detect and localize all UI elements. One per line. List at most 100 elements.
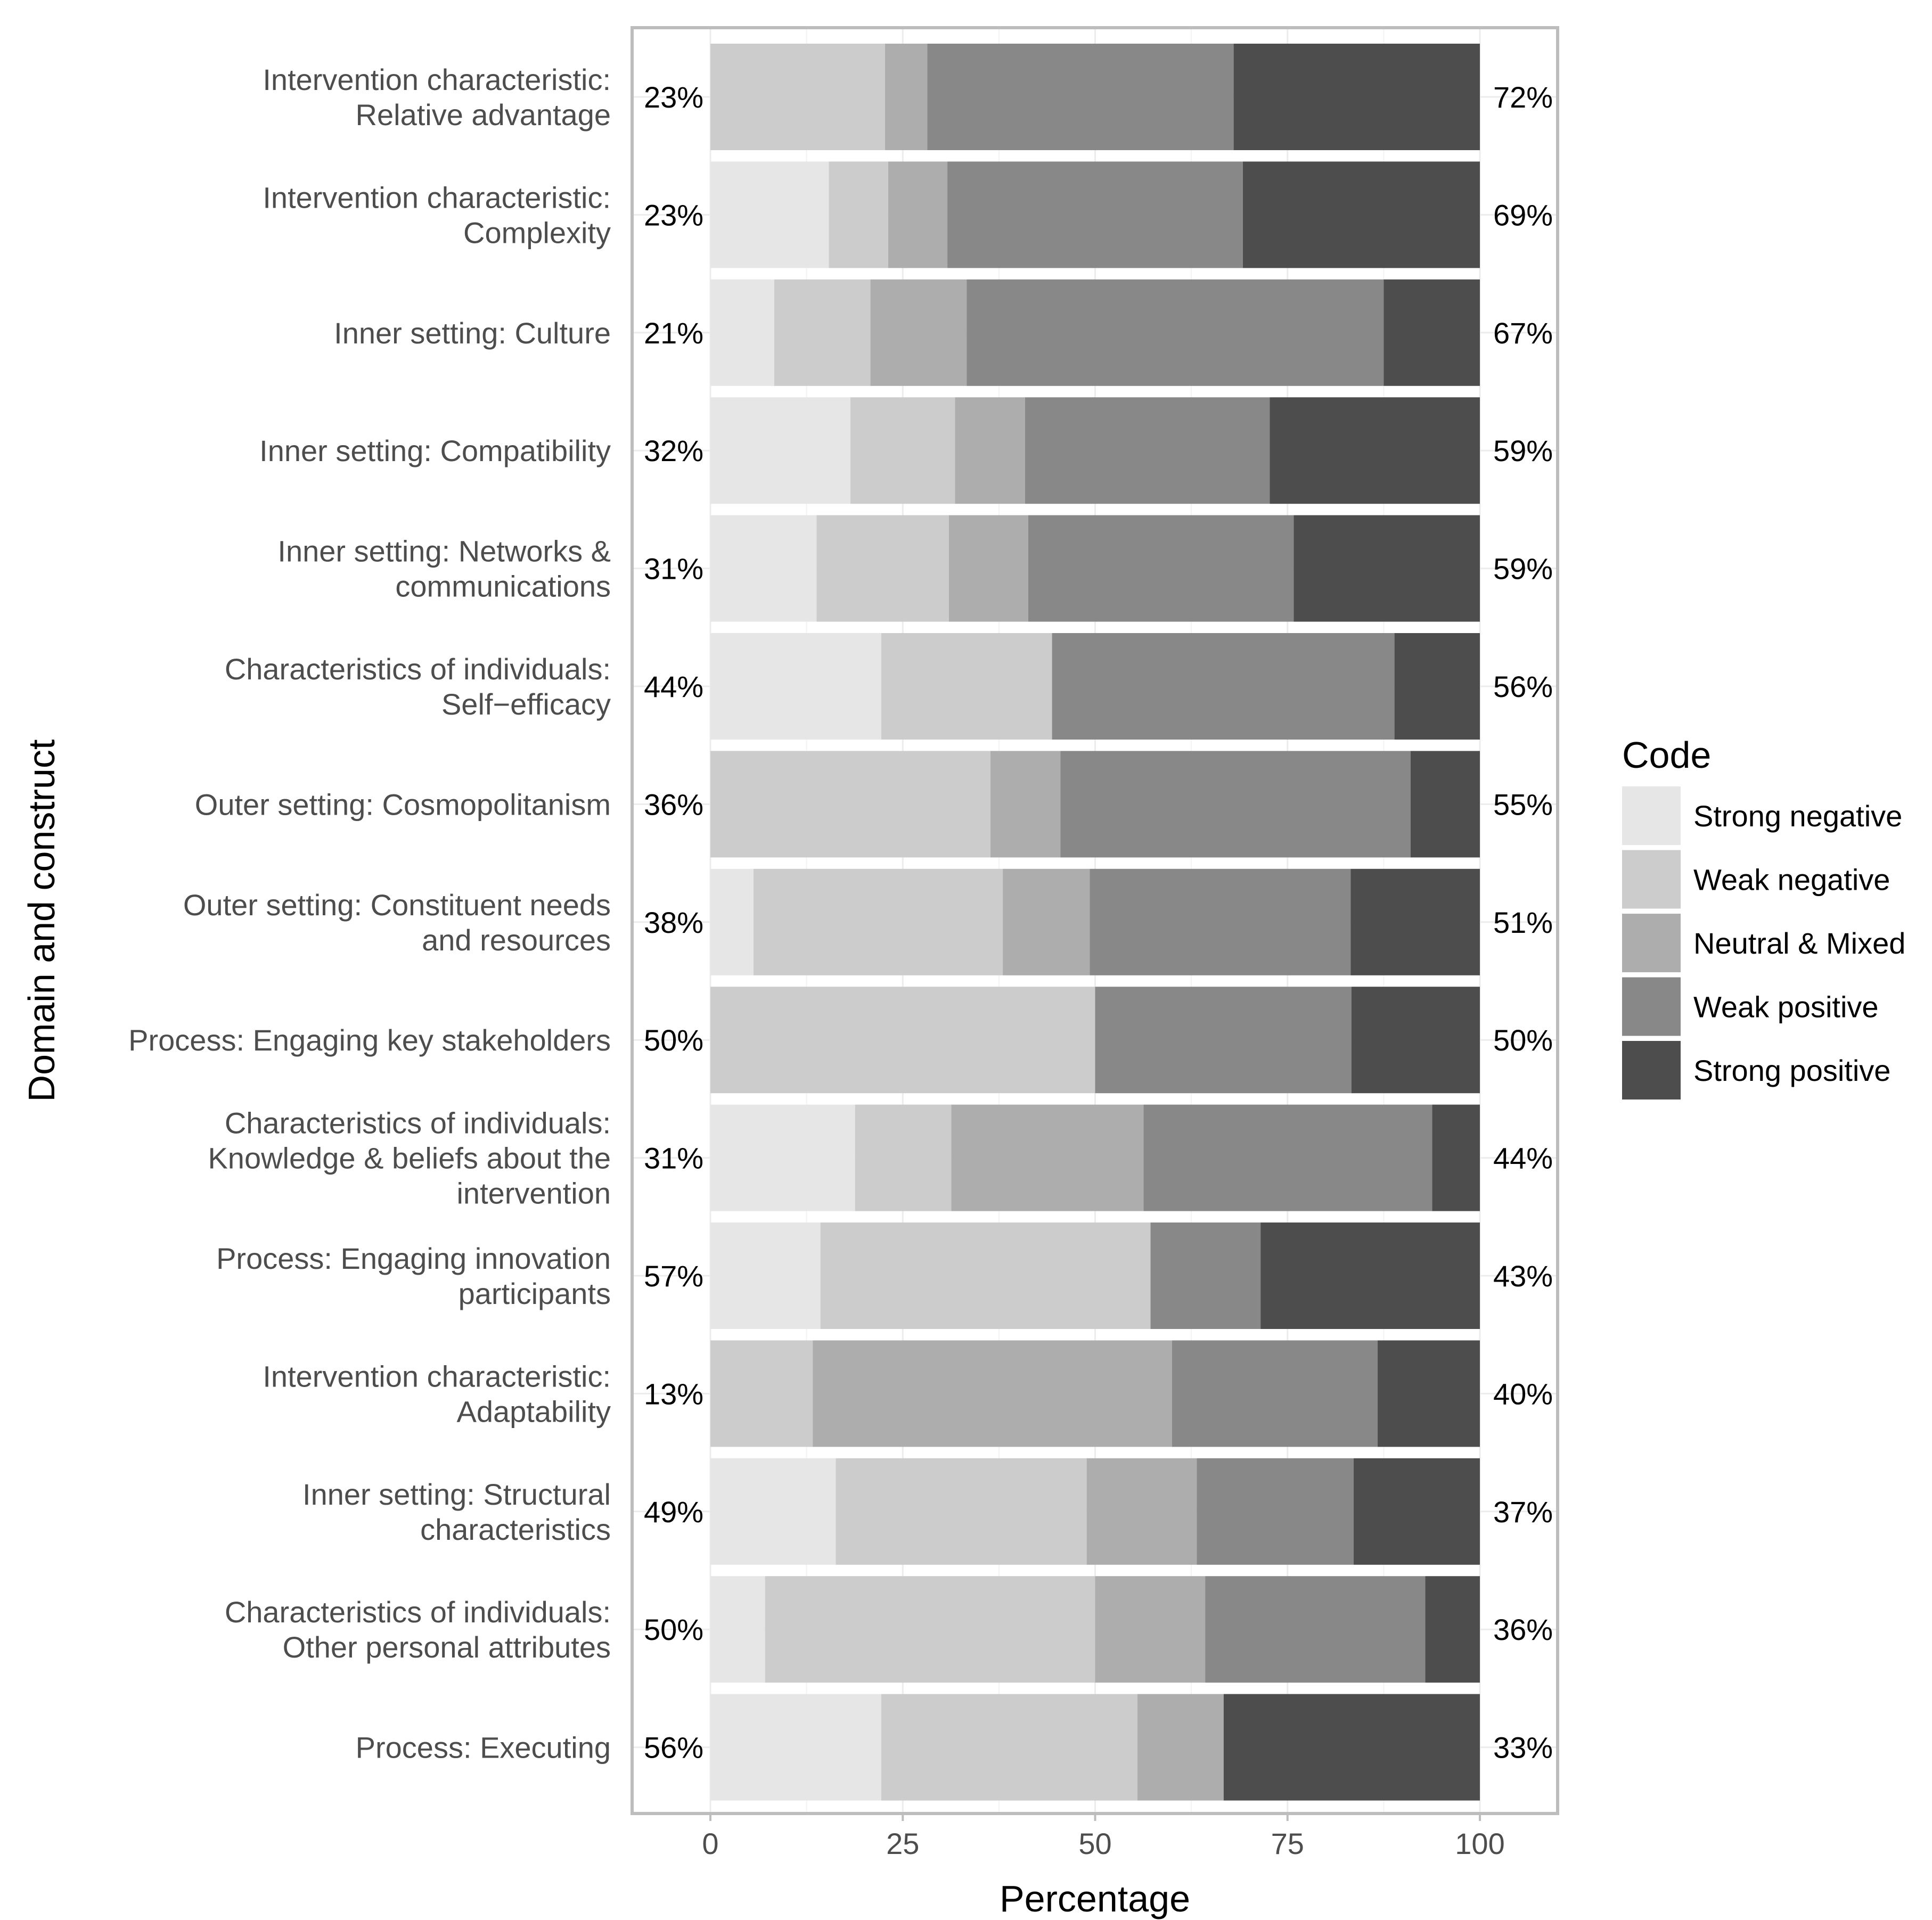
bar-segment-weak-positive bbox=[1025, 397, 1270, 504]
positive-percent-label: 36% bbox=[1493, 1613, 1553, 1646]
bar-segment-strong-positive bbox=[1377, 1340, 1480, 1447]
bar-segment-weak-negative bbox=[820, 1222, 1151, 1329]
negative-percent-label: 50% bbox=[644, 1613, 703, 1646]
bar-segment-weak-negative bbox=[816, 515, 949, 622]
bar-segment-strong-negative bbox=[710, 161, 829, 268]
bar-segment-neutral-mixed bbox=[888, 161, 948, 268]
negative-percent-label: 44% bbox=[644, 670, 703, 703]
bar-segment-strong-negative bbox=[710, 1576, 765, 1683]
positive-percent-label: 40% bbox=[1493, 1377, 1553, 1410]
bar-segment-strong-positive bbox=[1354, 1458, 1480, 1565]
bar-segment-weak-positive bbox=[927, 44, 1234, 150]
bar-segment-weak-negative bbox=[765, 1576, 1095, 1683]
negative-percent-label: 21% bbox=[644, 316, 703, 350]
legend-key-strong-positive bbox=[1622, 1041, 1681, 1100]
y-tick-label: Outer setting: Cosmopolitanism bbox=[195, 787, 611, 821]
bar-segment-neutral-mixed bbox=[990, 751, 1061, 858]
bar-segment-weak-negative bbox=[850, 397, 955, 504]
bar-segment-weak-negative bbox=[753, 868, 1003, 975]
bar-segment-neutral-mixed bbox=[1086, 1458, 1197, 1565]
bar-segment-weak-positive bbox=[1052, 633, 1395, 740]
bar-segment-weak-negative bbox=[829, 161, 888, 268]
y-tick-label: Process: Engaging key stakeholders bbox=[128, 1023, 611, 1057]
bar-segment-weak-positive bbox=[1205, 1576, 1426, 1683]
bar-segment-weak-positive bbox=[1090, 868, 1351, 975]
bar-segment-weak-negative bbox=[881, 1694, 1137, 1801]
bar-segment-neutral-mixed bbox=[1003, 868, 1090, 975]
bar-segment-strong-positive bbox=[1383, 279, 1480, 386]
bar-segment-weak-positive bbox=[1095, 987, 1352, 1094]
y-axis-title: Domain and construct bbox=[21, 740, 62, 1102]
bar-segment-weak-positive bbox=[1197, 1458, 1354, 1565]
negative-percent-label: 38% bbox=[644, 906, 703, 939]
legend-title: Code bbox=[1622, 734, 1711, 776]
positive-percent-label: 50% bbox=[1493, 1023, 1553, 1057]
bar-segment-strong-positive bbox=[1432, 1104, 1480, 1211]
bar-segment-strong-negative bbox=[710, 397, 850, 504]
x-axis-title: Percentage bbox=[1000, 1878, 1190, 1919]
positive-percent-label: 44% bbox=[1493, 1142, 1553, 1175]
bar-segment-strong-negative bbox=[710, 868, 754, 975]
bar-segment-strong-positive bbox=[1260, 1222, 1480, 1329]
negative-percent-label: 31% bbox=[644, 552, 703, 586]
bar-segment-neutral-mixed bbox=[948, 515, 1028, 622]
bar-segment-strong-negative bbox=[710, 1222, 821, 1329]
negative-percent-label: 13% bbox=[644, 1377, 703, 1410]
x-tick-label: 0 bbox=[702, 1827, 718, 1860]
bar-segment-strong-positive bbox=[1270, 397, 1480, 504]
negative-percent-label: 57% bbox=[644, 1259, 703, 1293]
y-tick-label: Process: Executing bbox=[356, 1731, 611, 1765]
bar-segment-strong-negative bbox=[710, 1694, 881, 1801]
legend: Code Strong negative Weak negative Neutral… bbox=[1622, 734, 1905, 1100]
negative-percent-label: 23% bbox=[644, 80, 703, 114]
bar-segment-neutral-mixed bbox=[951, 1104, 1144, 1211]
bar-segment-neutral-mixed bbox=[1137, 1694, 1224, 1801]
bar-segment-weak-positive bbox=[1172, 1340, 1378, 1447]
y-tick-label: Inner setting: Structural characteristics bbox=[302, 1478, 611, 1546]
legend-label: Weak positive bbox=[1693, 990, 1879, 1024]
bar-segment-weak-positive bbox=[1150, 1222, 1261, 1329]
bar-segment-weak-negative bbox=[710, 44, 886, 150]
bar-segment-strong-negative bbox=[710, 1104, 855, 1211]
bar-segment-strong-positive bbox=[1294, 515, 1480, 622]
x-tick-label: 75 bbox=[1271, 1827, 1304, 1860]
bar-segment-neutral-mixed bbox=[955, 397, 1026, 504]
bar-segment-strong-positive bbox=[1350, 868, 1480, 975]
bar-segment-strong-negative bbox=[710, 279, 774, 386]
negative-percent-label: 31% bbox=[644, 1142, 703, 1175]
bar-segment-strong-positive bbox=[1233, 44, 1480, 150]
bar-segment-weak-negative bbox=[774, 279, 871, 386]
y-tick-label: Characteristics of individuals: Other per… bbox=[225, 1595, 611, 1664]
y-tick-label: Intervention characteristic: Adaptability bbox=[263, 1359, 611, 1428]
bar-segment-weak-negative bbox=[710, 1340, 813, 1447]
positive-percent-label: 72% bbox=[1493, 80, 1553, 114]
y-tick-label: Inner setting: Culture bbox=[334, 316, 611, 350]
x-tick-label: 50 bbox=[1078, 1827, 1111, 1860]
positive-percent-label: 43% bbox=[1493, 1259, 1553, 1293]
y-tick-labels-layer: Intervention characteristic: Relative adv… bbox=[128, 63, 611, 1765]
negative-percent-label: 23% bbox=[644, 198, 703, 232]
bar-segment-weak-negative bbox=[881, 633, 1052, 740]
negative-percent-label: 32% bbox=[644, 434, 703, 467]
bar-segment-weak-positive bbox=[947, 161, 1243, 268]
y-tick-label: Process: Engaging innovation participants bbox=[216, 1242, 611, 1310]
bar-segment-strong-positive bbox=[1351, 987, 1480, 1094]
y-tick-label: Inner setting: Networks & communications bbox=[277, 535, 611, 603]
y-tick-label: Characteristics of individuals: Self−effi… bbox=[225, 652, 611, 721]
bar-segment-weak-negative bbox=[710, 987, 1095, 1094]
y-tick-label: Intervention characteristic: Relative adv… bbox=[263, 63, 611, 132]
bar-segment-strong-positive bbox=[1242, 161, 1480, 268]
bar-segment-strong-positive bbox=[1394, 633, 1480, 740]
x-tick-label: 100 bbox=[1455, 1827, 1504, 1860]
negative-percent-label: 50% bbox=[644, 1023, 703, 1057]
bar-segment-strong-negative bbox=[710, 1458, 836, 1565]
bar-segment-strong-negative bbox=[710, 515, 817, 622]
bar-segment-neutral-mixed bbox=[813, 1340, 1172, 1447]
positive-percent-label: 56% bbox=[1493, 670, 1553, 703]
bar-segment-strong-negative bbox=[710, 633, 881, 740]
bar-segment-strong-positive bbox=[1410, 751, 1480, 858]
positive-percent-label: 59% bbox=[1493, 434, 1553, 467]
bar-segment-weak-positive bbox=[967, 279, 1384, 386]
x-axis-ticks-layer: 0 25 50 75 100 bbox=[702, 1814, 1505, 1860]
